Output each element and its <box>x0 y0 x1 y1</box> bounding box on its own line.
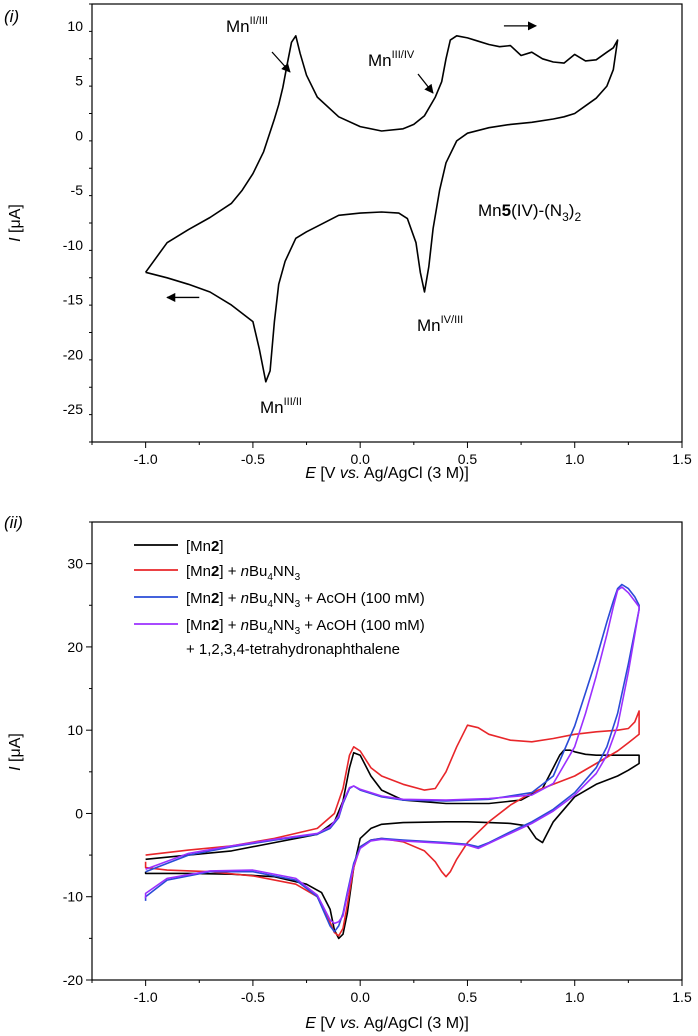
panel-ii-y-tick-label: 20 <box>67 639 83 655</box>
panel-i-x-tick-label: -0.5 <box>241 451 265 467</box>
legend-label: [Mn2] + nBu4NN3 + AcOH (100 mM) <box>186 590 425 610</box>
legend-label-continuation: + 1,2,3,4-tetrahydronaphthalene <box>186 641 400 658</box>
panel-i-y-tick-label: -25 <box>63 401 83 417</box>
annotation-mn-iii-ii: MnIII/II <box>260 396 302 417</box>
pointer-arrow-mn-ii-iii <box>271 51 291 73</box>
panel-i-y-tick-label: 10 <box>67 18 83 34</box>
panel-i-curves <box>144 35 619 383</box>
legend-entry: [Mn2] + nBu4NN3 + AcOH (100 mM) + 1,2,3,… <box>134 617 425 658</box>
panel-i-y-tick-label: -10 <box>63 237 83 253</box>
panel-i-x-tick-label: 0.0 <box>350 451 370 467</box>
panel-i-y-axis-label: I [μA] <box>7 204 24 242</box>
panel-ii-y-tick-label: -20 <box>63 972 83 988</box>
panel-ii-x-tick-label: -1.0 <box>134 989 158 1005</box>
panel-ii-y-tick-label: -10 <box>63 889 83 905</box>
panel-i-x-tick-label: 1.5 <box>672 451 692 467</box>
compound-label: Mn5(IV)-(N3)2 <box>478 201 581 224</box>
panel-i-x-tick-label: 1.0 <box>565 451 585 467</box>
panel-ii-label: (ii) <box>4 513 23 532</box>
panel-i-series-line-1 <box>144 35 619 383</box>
legend-label: [Mn2] + nBu4NN3 + AcOH (100 mM) <box>186 617 425 637</box>
panel-i-x-tick-label: -1.0 <box>134 451 158 467</box>
annotation-mn-ii-iii: MnII/III <box>226 15 268 36</box>
panel-ii-y-axis-label: I [μA] <box>7 733 24 771</box>
legend: [Mn2] [Mn2] + nBu4NN3 [Mn2] + nBu4NN3 + … <box>134 538 425 658</box>
panel-ii-y-tick-label: 10 <box>67 722 83 738</box>
legend-entry: [Mn2] <box>134 538 224 555</box>
panel-ii-x-tick-label: -0.5 <box>241 989 265 1005</box>
panel-ii-x-tick-label: 0.0 <box>350 989 370 1005</box>
panel-i-y-axis-ticks: 10 5 0 -5 -10 -15 -20 -25 <box>63 3 92 443</box>
panel-i-y-tick-label: -5 <box>71 182 84 198</box>
panel-ii-curves <box>144 583 640 940</box>
legend-entry: [Mn2] + nBu4NN3 <box>134 563 301 583</box>
panel-i-label: (i) <box>4 7 19 26</box>
panel-ii-y-axis-ticks: 30 20 10 0 -10 -20 <box>63 521 92 988</box>
panel-ii-x-tick-label: 1.5 <box>672 989 692 1005</box>
panel-ii-x-tick-label: 1.0 <box>565 989 585 1005</box>
legend-entry: [Mn2] + nBu4NN3 + AcOH (100 mM) <box>134 590 425 610</box>
panel-ii-series-line-2 <box>144 710 640 937</box>
panel-i-y-tick-label: -20 <box>63 346 83 362</box>
panel-i: (i) 10 5 0 -5 -10 -15 -20 -25 -1.0 -0.5 0.0 0.5 1.0… <box>4 3 692 482</box>
panel-i-y-tick-label: 5 <box>75 73 83 89</box>
panel-ii-x-axis-label: E [V vs. Ag/AgCl (3 M)] <box>305 1015 469 1032</box>
panel-i-x-tick-label: 0.5 <box>458 451 478 467</box>
panel-ii-y-tick-label: 30 <box>67 556 83 572</box>
panel-i-x-axis-label: E [V vs. Ag/AgCl (3 M)] <box>305 465 469 482</box>
panel-ii-x-axis-ticks: -1.0 -0.5 0.0 0.5 1.0 1.5 <box>91 980 692 1005</box>
panel-ii-plot-frame <box>91 521 683 981</box>
panel-i-y-tick-label: 0 <box>75 127 83 143</box>
panel-i-y-tick-label: -15 <box>63 292 83 308</box>
legend-label: [Mn2] <box>186 538 224 555</box>
annotation-mn-iv-iii: MnIV/III <box>417 314 463 335</box>
pointer-arrow-mn-iii-iv <box>417 73 434 94</box>
annotation-mn-iii-iv: MnIII/IV <box>368 49 415 70</box>
panel-ii-x-tick-label: 0.5 <box>458 989 478 1005</box>
panel-ii-series-line-3 <box>144 583 640 933</box>
panel-i-x-axis-ticks: -1.0 -0.5 0.0 0.5 1.0 1.5 <box>91 442 692 467</box>
panel-ii-series-line-4 <box>144 586 640 925</box>
panel-ii-series-line-1 <box>144 749 640 940</box>
panel-ii-y-tick-label: 0 <box>75 805 83 821</box>
legend-label: [Mn2] + nBu4NN3 <box>186 563 301 583</box>
